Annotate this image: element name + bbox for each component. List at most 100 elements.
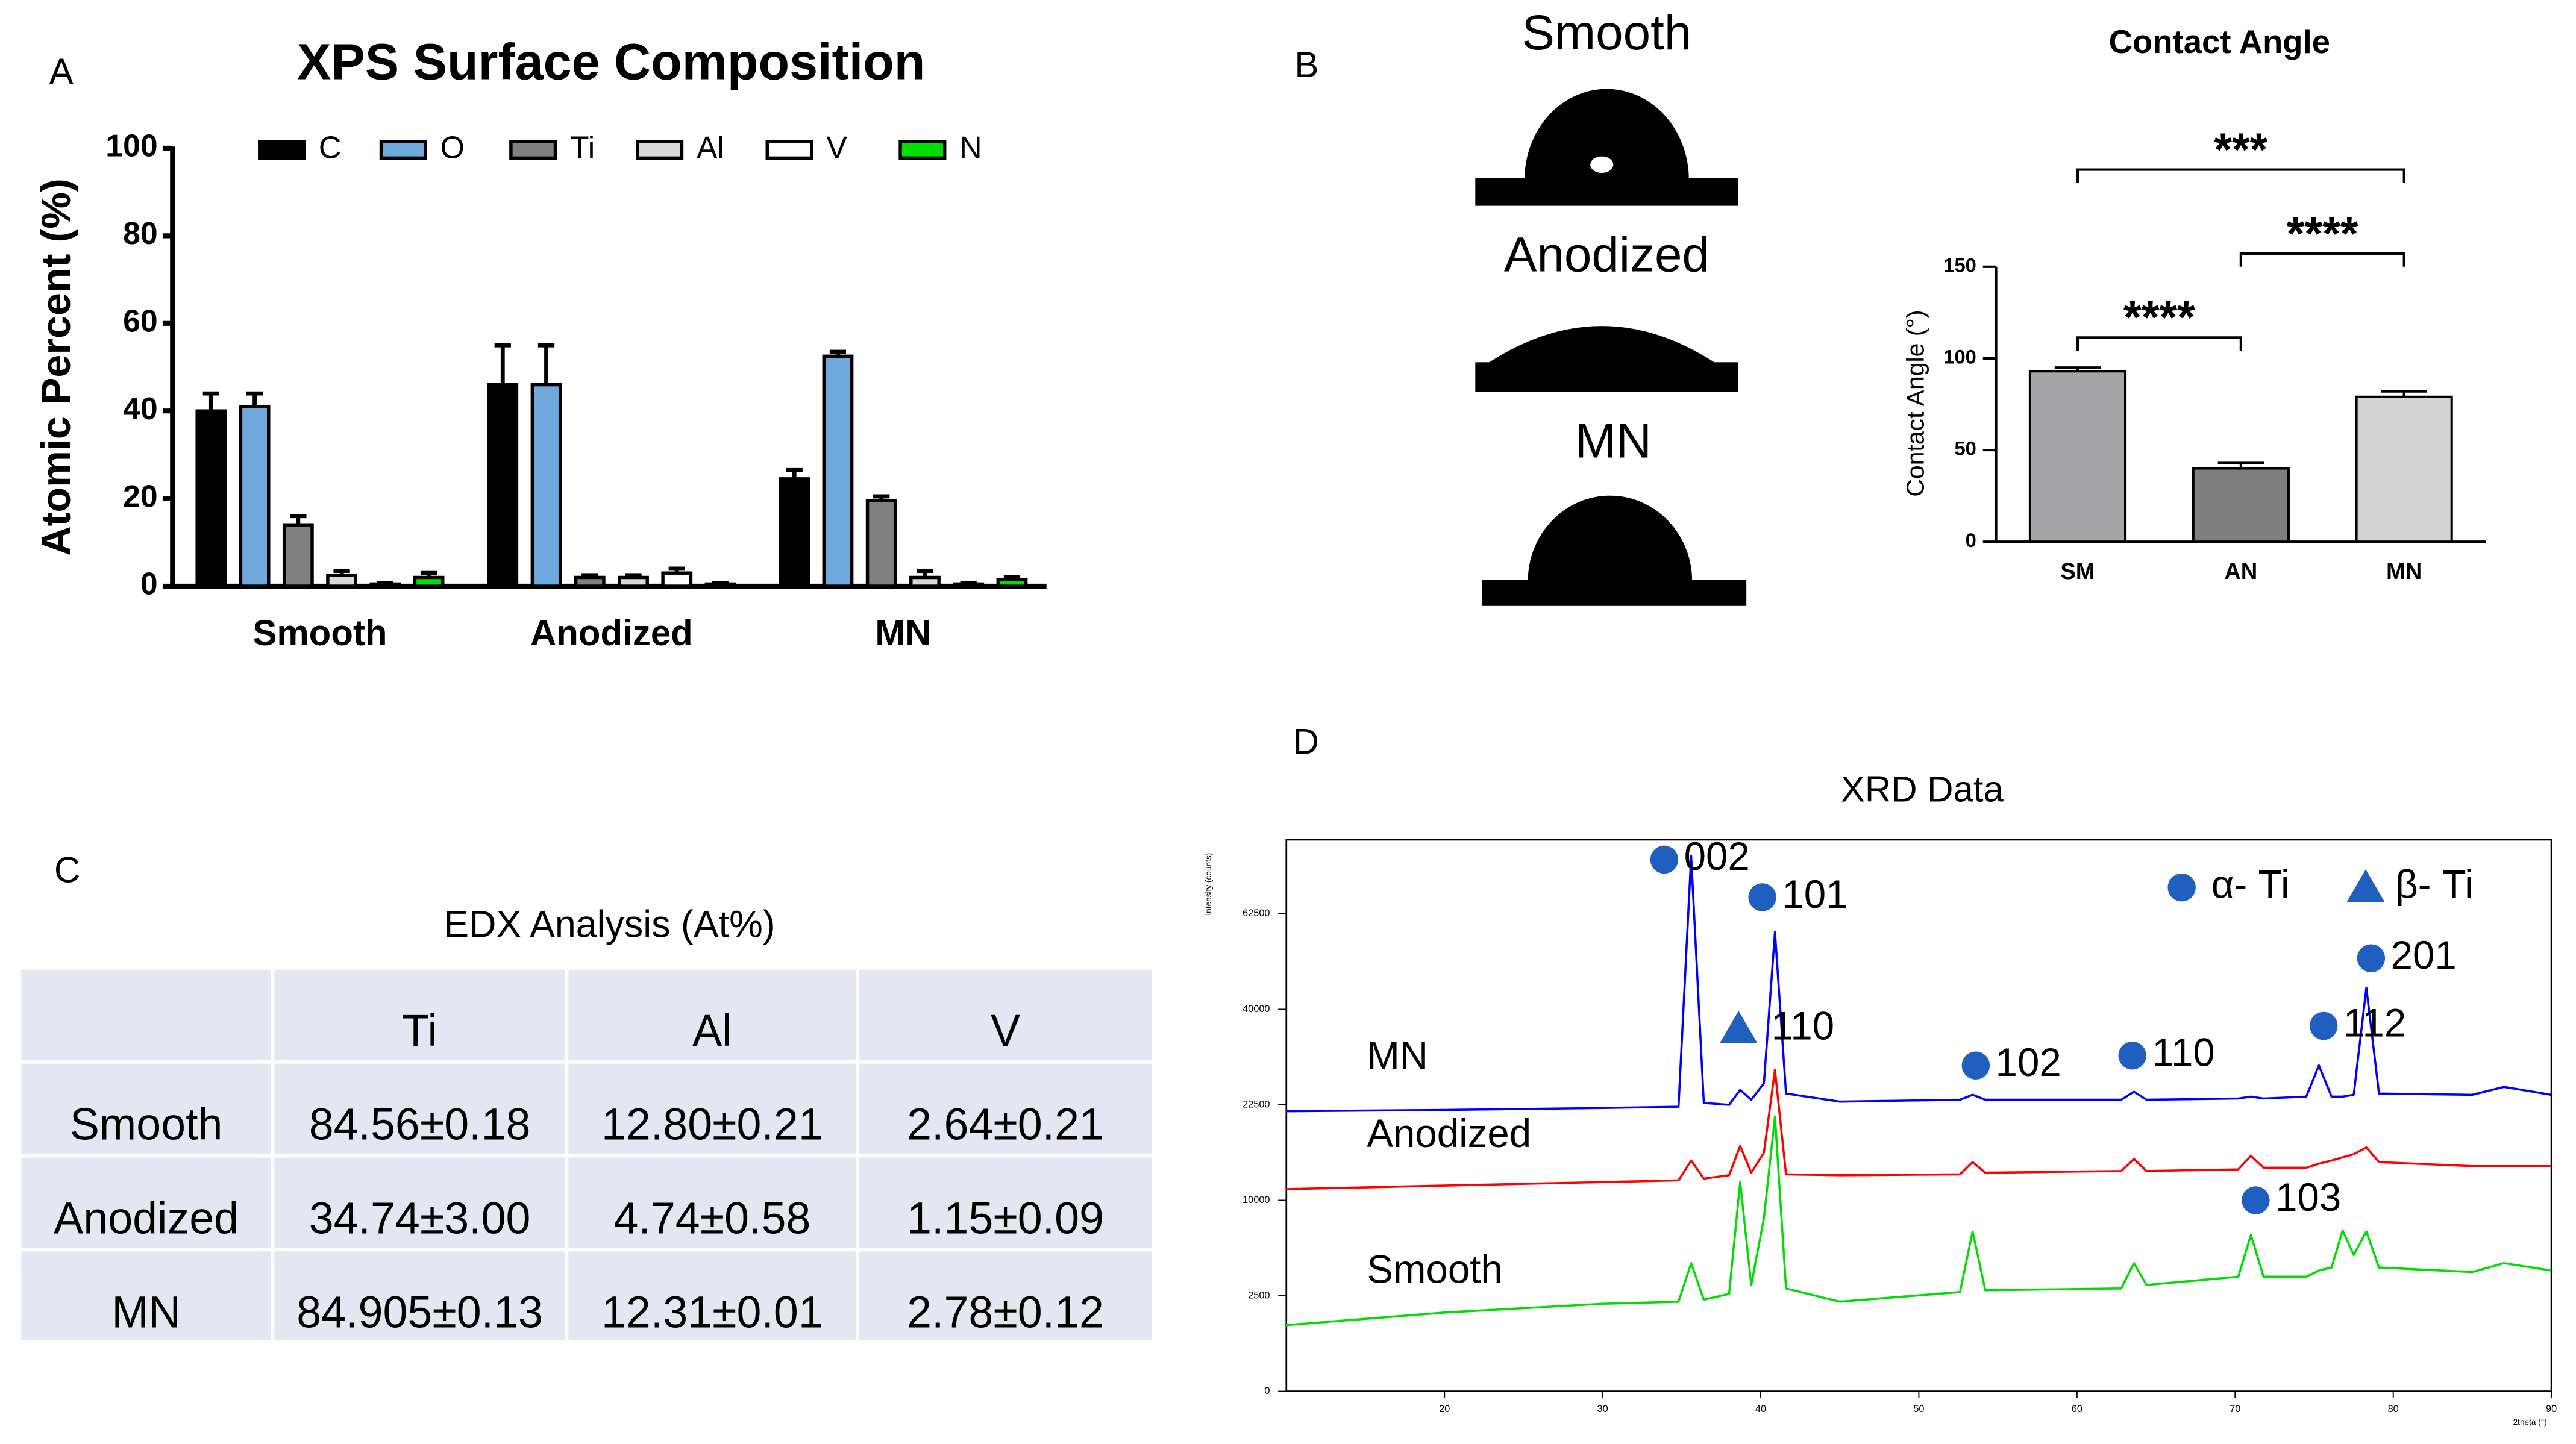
table-value: 84.56±0.18 [309,1099,531,1149]
error-bar [202,391,219,411]
bar [413,575,445,588]
legend-label: Al [697,130,724,164]
panel-label: B [1294,45,1318,85]
bar [779,477,810,588]
legend-swatch [765,140,813,160]
panel-label: C [54,849,80,890]
x-tick-label: 90 [2546,1404,2557,1414]
y-tick-label: 62500 [1243,908,1270,919]
table-cell [859,1251,1152,1340]
phase-marker [2167,873,2196,902]
y-tick-label: 0 [140,566,158,601]
y-tick-label: 10000 [1243,1195,1270,1205]
y-tick-label: 20 [123,478,158,513]
bar [574,575,606,588]
x-tick-label: MN [875,613,931,653]
error-bar [2054,366,2101,372]
bar [530,383,562,588]
phase-marker [1719,1010,1758,1044]
table-cell [568,1251,856,1340]
x-axis-label: 2theta (°) [2513,1417,2547,1427]
x-tick-label: 80 [2388,1404,2399,1414]
phase-marker [2346,869,2385,902]
table-cell [21,969,271,1061]
panel-label: D [1293,721,1319,761]
droplet-base [1475,362,1738,392]
table-cell [859,969,1152,1061]
column-header: V [991,1005,1020,1055]
table-cell [274,969,565,1061]
significance-label: *** [2214,124,2267,175]
phase-marker [1961,1051,1990,1080]
droplet-base [1482,580,1747,606]
xrd-line [1286,855,2552,1113]
column-header: Ti [402,1005,437,1055]
legend-label: C [319,130,341,164]
phase-marker [2118,1041,2146,1070]
error-bar [333,569,350,575]
peak-label: 103 [2275,1175,2341,1219]
table-value: 12.31±0.01 [601,1287,823,1337]
legend-swatch [258,140,306,160]
peak-label: 112 [2343,1001,2406,1045]
peak-label: 101 [1782,872,1847,916]
y-tick-label: 40000 [1243,1004,1270,1014]
y-tick-label: 22500 [1243,1099,1270,1110]
table-cell [21,1251,271,1340]
droplet-label: Anodized [1504,228,1709,283]
error-bar [420,570,437,578]
droplet-base [1475,178,1738,206]
bar [618,575,649,588]
y-tick-label: 50 [1954,437,1976,460]
error-bar [873,494,890,501]
droplet [1528,495,1693,581]
error-bar [537,343,555,385]
error-bar [2381,390,2427,397]
phase-marker [2310,1011,2338,1040]
error-bar [668,566,685,574]
error-bar [712,581,729,586]
bar [239,405,271,588]
error-bar [917,569,933,578]
droplet-label: MN [1575,414,1652,469]
y-tick-label: 0 [1264,1386,1270,1396]
table-value: 4.74±0.58 [613,1193,810,1243]
peak-label: 110 [1772,1004,1834,1048]
bar [2028,370,2127,543]
error-bar [786,467,803,479]
x-tick-label: 70 [2230,1404,2240,1414]
bar [822,354,854,588]
bar [909,575,941,588]
y-axis-label: Intensity (counts) [1204,853,1213,916]
peak-label: 002 [1684,834,1750,878]
column-header: Al [692,1005,732,1055]
bar [282,523,314,588]
y-axis-label: Contact Angle (°) [1902,310,1929,496]
bar [195,409,227,588]
phase-marker [1748,883,1776,911]
table-value: 1.15±0.09 [907,1193,1104,1243]
droplet-label: Smooth [1522,5,1692,60]
chart-title: XRD Data [1841,769,2004,809]
droplet-images [1475,89,1747,606]
legend-swatch [898,140,947,160]
y-tick-label: 2500 [1248,1290,1270,1301]
phase-marker [2242,1186,2270,1214]
bar [865,499,897,588]
table-cell [21,1063,271,1154]
peak-label: 102 [1996,1040,2061,1084]
table-cell [274,1251,565,1340]
droplet [1487,326,1717,364]
legend-label: Ti [570,130,595,164]
bar [487,383,519,588]
chart-title: Contact Angle [2109,23,2330,60]
plot-frame [1285,839,2552,1392]
y-tick-label: 40 [123,391,158,426]
bar [661,571,693,588]
bar [2192,467,2290,543]
table-value: 34.74±3.00 [309,1193,531,1243]
legend-swatch [636,140,684,160]
table-cell [568,1063,856,1154]
error-bar [829,349,847,357]
